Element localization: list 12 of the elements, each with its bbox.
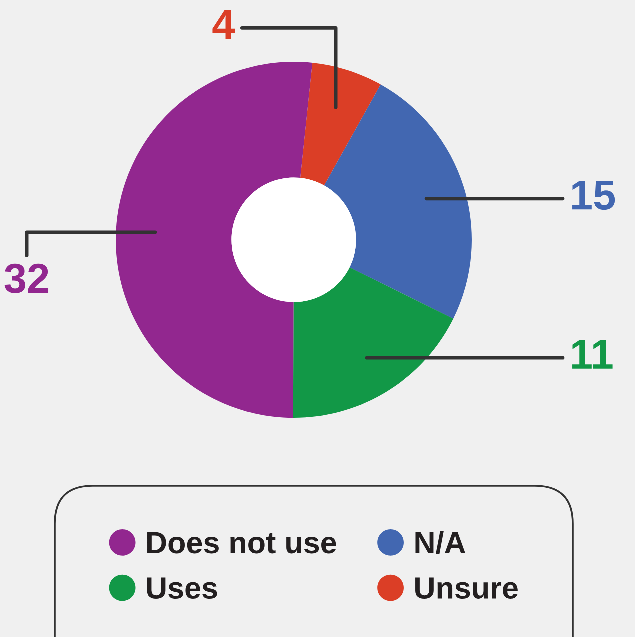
- legend-label: N/A: [416, 531, 466, 554]
- data-label: 11: [572, 340, 613, 369]
- data-label: 32: [4, 264, 49, 294]
- legend-label: Unsure: [416, 578, 518, 600]
- donut-slice: [293, 268, 454, 418]
- donut-slice: [300, 62, 381, 186]
- donut-slice: [324, 84, 472, 319]
- data-label: 4: [212, 10, 236, 39]
- legend-label: Does not use: [148, 532, 336, 554]
- data-label: 15: [572, 180, 616, 210]
- donut-slice: [116, 62, 313, 418]
- legend-label: Uses: [147, 578, 218, 600]
